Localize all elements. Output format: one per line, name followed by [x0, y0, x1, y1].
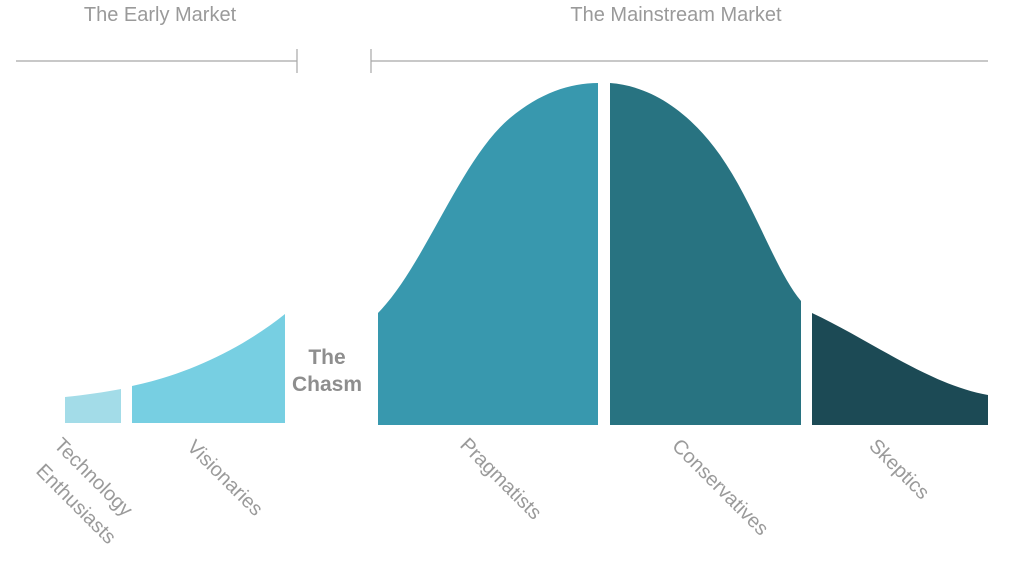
skeptics-label: Skeptics: [864, 435, 933, 504]
early-market-bracket: [16, 49, 298, 73]
visionaries-label: Visionaries: [182, 436, 266, 520]
chasm-label-line2: Chasm: [292, 373, 362, 396]
early-market-title: The Early Market: [84, 4, 237, 26]
mainstream-market-title: The Mainstream Market: [570, 4, 782, 26]
conservatives-label: Conservatives: [667, 435, 772, 540]
technology-enthusiasts-label: Technology Enthusiasts: [31, 434, 136, 549]
chasm-label-line1: The: [308, 346, 345, 369]
visionaries-segment: [132, 314, 285, 423]
pragmatists-label: Pragmatists: [455, 434, 545, 524]
skeptics-segment: [812, 313, 988, 425]
mainstream-market-bracket: [370, 49, 988, 73]
conservatives-segment: [610, 83, 801, 425]
pragmatists-segment: [378, 83, 598, 425]
technology-enthusiasts-segment: [65, 389, 121, 423]
